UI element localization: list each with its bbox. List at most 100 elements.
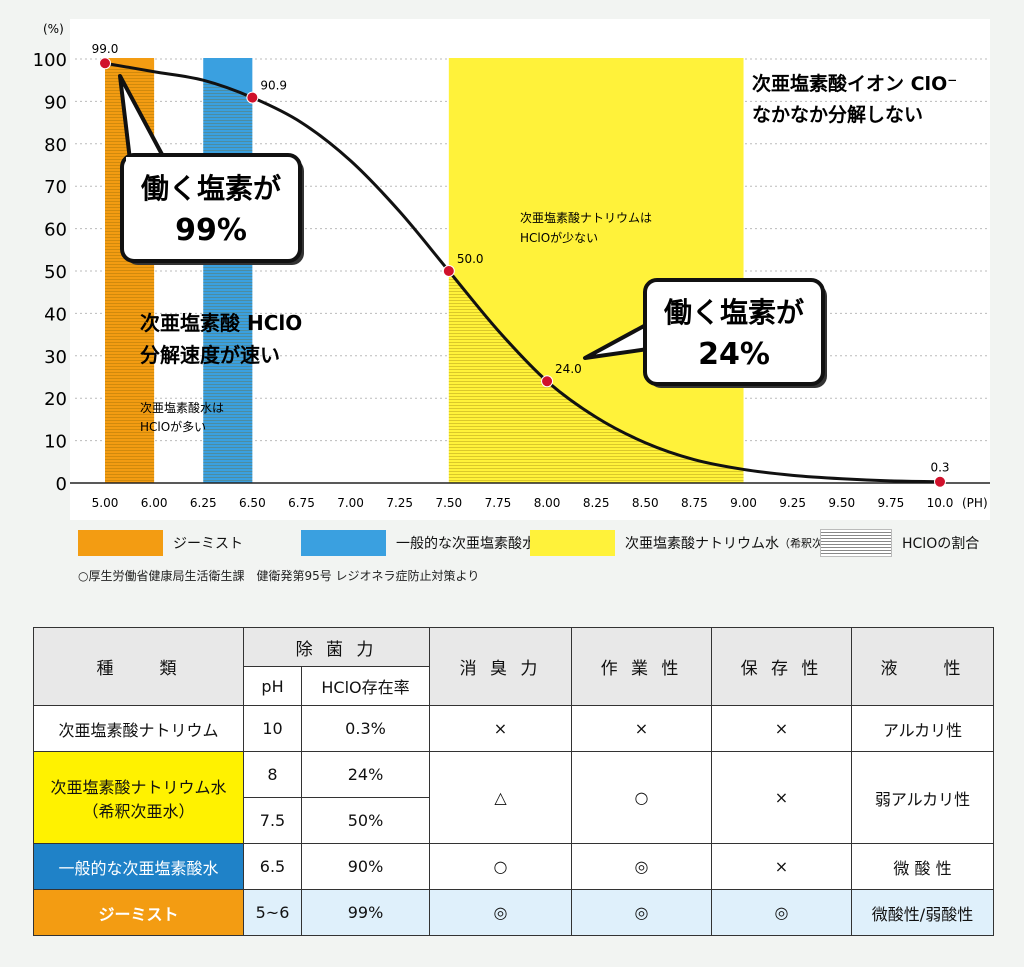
data-point <box>934 475 946 488</box>
data-label: 99.0 <box>92 42 119 56</box>
x-tick-label: 9.00 <box>730 496 757 510</box>
row-kind-line1: 次亜塩素酸ナトリウム水 <box>50 777 227 797</box>
row-ph: 8 <box>243 751 302 798</box>
x-tick-label: 8.75 <box>681 496 708 510</box>
right-big-2: なかなか分解しない <box>752 103 923 126</box>
band-hatch-1 <box>203 63 253 483</box>
row-kind: 次亜塩素酸ナトリウム <box>33 705 244 752</box>
x-tick-label: 7.00 <box>337 496 364 510</box>
header-liquid: 液 性 <box>851 627 994 706</box>
header-sterilize: 除 菌 力 <box>243 627 430 667</box>
data-point <box>541 375 554 388</box>
row-kind: 次亜塩素酸ナトリウム水 （希釈次亜水） <box>33 751 244 844</box>
x-tick-label: 6.00 <box>141 496 168 510</box>
x-tick-label: 9.50 <box>828 496 855 510</box>
y-tick-label: 80 <box>44 135 67 156</box>
callout-99: 働く塩素が 99% <box>118 74 304 265</box>
y-tick-label: 20 <box>44 389 67 410</box>
table-row: 一般的な次亜塩素酸水 6.5 90% ○ ◎ × 微 酸 性 <box>33 843 994 890</box>
y-unit-label: (%) <box>43 22 64 36</box>
row-kind: 一般的な次亜塩素酸水 <box>33 843 244 890</box>
left-small-1: 次亜塩素酸水は <box>140 400 224 415</box>
row-work: ○ <box>571 751 712 844</box>
legend: ジーミスト 一般的な次亜塩素酸水 次亜塩素酸ナトリウム水 （希釈次亜水） HCl… <box>78 528 998 562</box>
row-liquid: アルカリ性 <box>851 705 994 752</box>
x-tick-label: 8.50 <box>632 496 659 510</box>
x-tick-label: 8.25 <box>583 496 610 510</box>
y-tick-label: 70 <box>44 177 67 198</box>
callout-24: 働く塩素が 24% <box>583 278 827 388</box>
x-tick-label: 7.75 <box>485 496 512 510</box>
row-deodorize: ○ <box>429 843 572 890</box>
table-row: 次亜塩素酸ナトリウム水 （希釈次亜水） 8 24% △ ○ × 弱アルカリ性 <box>33 751 994 844</box>
x-tick-label: 7.50 <box>435 496 462 510</box>
x-tick-label: 5.00 <box>92 496 119 510</box>
row-rate: 0.3% <box>301 705 430 752</box>
legend-swatch-hatch <box>820 529 892 557</box>
y-tick-label: 90 <box>44 92 67 113</box>
data-point <box>442 265 455 277</box>
x-tick-label: 9.75 <box>878 496 905 510</box>
table-row: ジーミスト 5~6 99% ◎ ◎ ◎ 微酸性/弱酸性 <box>33 889 994 936</box>
table-row: 7.5 50% <box>34 797 994 844</box>
legend-hclo-ratio: HClOの割合 <box>820 528 979 558</box>
x-tick-label: 6.75 <box>288 496 315 510</box>
legend-g-mist: ジーミスト <box>78 528 243 558</box>
legend-swatch-orange <box>78 530 163 556</box>
header-storage: 保 存 性 <box>711 627 852 706</box>
row-ph: 10 <box>243 705 302 752</box>
row-storage: × <box>711 705 852 752</box>
callout-24-line2: 24% <box>698 337 770 372</box>
legend-general-water: 一般的な次亜塩素酸水 <box>301 528 536 558</box>
y-tick-label: 0 <box>56 474 67 495</box>
data-point <box>246 91 259 104</box>
legend-label-g-mist: ジーミスト <box>173 536 243 552</box>
y-tick-label: 100 <box>33 50 67 71</box>
mid-small-2: HClOが少ない <box>520 230 598 245</box>
row-work: ◎ <box>571 889 712 936</box>
legend-swatch-yellow <box>530 530 615 556</box>
callout-99-line2: 99% <box>175 213 247 248</box>
data-label: 90.9 <box>260 79 287 93</box>
legend-label-general-water: 一般的な次亜塩素酸水 <box>396 536 536 552</box>
legend-label-hclo-ratio: HClOの割合 <box>902 536 980 552</box>
mid-small-1: 次亜塩素酸ナトリウムは <box>520 210 652 225</box>
row-kind-line2: （希釈次亜水） <box>82 801 195 821</box>
row-deodorize: × <box>429 705 572 752</box>
row-liquid: 弱アルカリ性 <box>851 751 994 844</box>
legend-label-sodium-water: 次亜塩素酸ナトリウム水 <box>625 536 779 552</box>
row-storage: ◎ <box>711 889 852 936</box>
row-deodorize: ◎ <box>429 889 572 936</box>
data-point <box>99 57 111 70</box>
x-tick-label: 9.25 <box>779 496 806 510</box>
left-big-2: 分解速度が速い <box>140 343 280 367</box>
row-rate: 50% <box>301 797 430 844</box>
callout-99-line1: 働く塩素が <box>140 172 281 205</box>
y-tick-label: 30 <box>44 347 67 368</box>
data-label: 0.3 <box>930 461 949 475</box>
row-work: × <box>571 705 712 752</box>
legend-sodium-water: 次亜塩素酸ナトリウム水 （希釈次亜水） <box>530 528 856 558</box>
row-liquid: 微酸性/弱酸性 <box>851 889 994 936</box>
left-small-2: HClOが多い <box>140 419 206 434</box>
row-storage: × <box>711 751 852 844</box>
header-hclo-rate: HClO存在率 <box>301 666 430 706</box>
x-tick-label: 8.00 <box>534 496 561 510</box>
row-rate: 99% <box>301 889 430 936</box>
callout-24-line1: 働く塩素が <box>663 296 804 329</box>
comparison-table: 種 類 除 菌 力 消 臭 力 作 業 性 保 存 性 液 性 pH HClO存… <box>33 627 994 936</box>
row-kind: ジーミスト <box>33 889 244 936</box>
source-note: ○厚生労働省健康局生活衛生課 健衛発第95号 レジオネラ症防止対策より <box>78 569 480 583</box>
x-tick-label: 10.0 <box>927 496 954 510</box>
x-tick-label: 7.25 <box>386 496 413 510</box>
row-storage: × <box>711 843 852 890</box>
row-rate: 24% <box>301 751 430 798</box>
row-deodorize: △ <box>429 751 572 844</box>
data-label: 24.0 <box>555 362 582 376</box>
row-liquid: 微 酸 性 <box>851 843 994 890</box>
y-tick-label: 40 <box>44 304 67 325</box>
row-ph: 6.5 <box>243 843 302 890</box>
row-work: ◎ <box>571 843 712 890</box>
x-tick-label: 6.25 <box>190 496 217 510</box>
y-tick-label: 50 <box>44 262 67 283</box>
